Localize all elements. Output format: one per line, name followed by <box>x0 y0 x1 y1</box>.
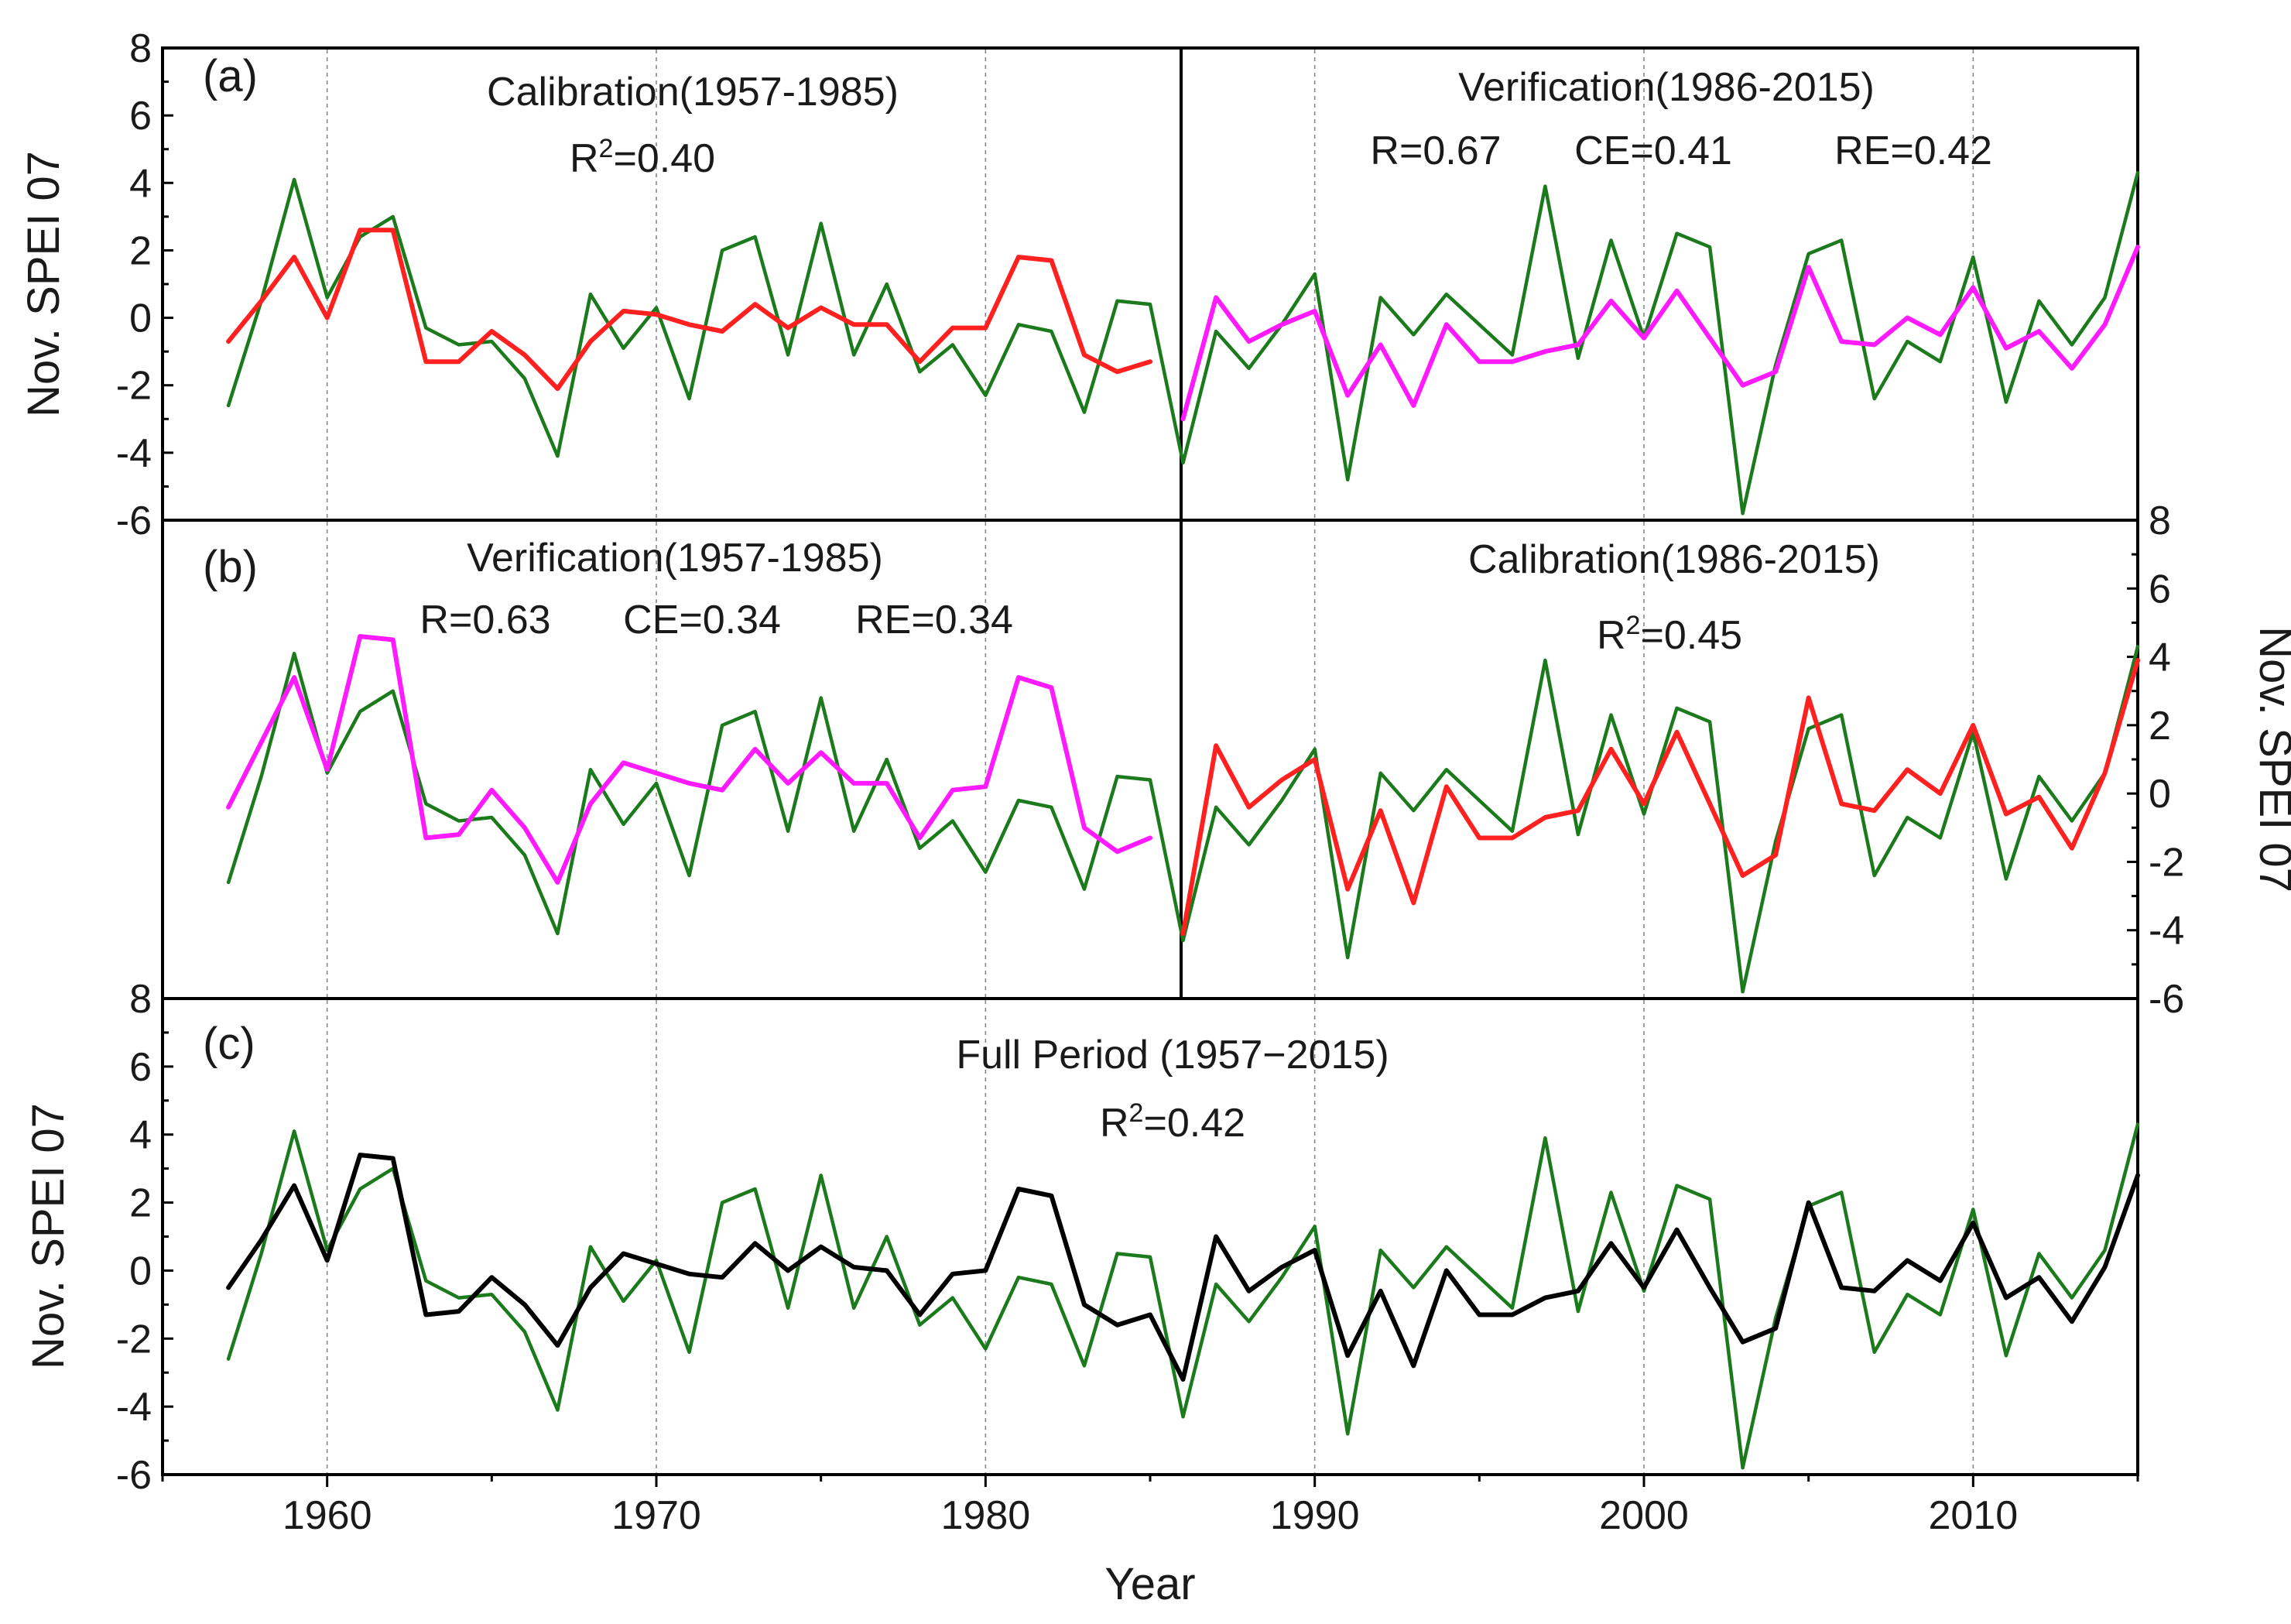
y-tick-label-a: -4 <box>116 431 152 476</box>
y-tick-label-b: -4 <box>2149 909 2184 954</box>
panel-b-calibration-title: Calibration(1986-2015) <box>1468 537 1880 582</box>
reconstruction-line-panel-b-0 <box>226 634 1152 885</box>
observed-line-panel-a <box>226 170 2140 516</box>
panel-c-r-squared: R2=0.42 <box>1100 1098 1245 1146</box>
panel-c-label: (c) <box>203 1019 255 1069</box>
y-tick-label-a: 4 <box>129 161 152 206</box>
x-tick-label-2010: 2010 <box>1928 1493 2018 1538</box>
panel-a-calibration-title: Calibration(1957-1985) <box>487 70 899 115</box>
x-tick-label-1970: 1970 <box>611 1493 701 1538</box>
y-tick-label-a: 8 <box>129 26 152 71</box>
panel-b-verification-title: Verification(1957-1985) <box>467 536 883 581</box>
x-tick-label-1960: 1960 <box>283 1493 372 1538</box>
y-tick-label-c: 8 <box>129 977 152 1022</box>
reconstruction-line-panel-b-1 <box>1180 658 2140 937</box>
observed-line-panel-c <box>226 1122 2140 1470</box>
panel-a-ce-value: CE=0.41 <box>1574 128 1732 173</box>
series-lines <box>226 170 2140 1470</box>
panel-c-full-period-title: Full Period (1957−2015) <box>956 1033 1389 1078</box>
panel-b-r-value: R=0.63 <box>420 598 550 642</box>
y-tick-label-a: -6 <box>116 499 152 543</box>
y-tick-label-a: -2 <box>116 364 152 409</box>
y-tick-label-c: 0 <box>129 1249 152 1293</box>
panel-a-r-value: R=0.67 <box>1370 128 1501 173</box>
y-tick-label-c: -6 <box>116 1453 152 1498</box>
panel-a-verification-title: Verification(1986-2015) <box>1458 65 1875 110</box>
y-tick-label-b: 4 <box>2149 636 2171 680</box>
panel-a-label: (a) <box>203 51 258 101</box>
y-tick-label-a: 0 <box>129 296 152 341</box>
y-tick-label-c: 4 <box>129 1113 152 1158</box>
x-tick-label-1990: 1990 <box>1270 1493 1360 1538</box>
y-tick-label-b: -2 <box>2149 840 2184 885</box>
x-gridlines <box>326 50 1974 1473</box>
reconstruction-line-panel-c-0 <box>226 1153 2140 1382</box>
reconstruction-line-panel-a-1 <box>1180 245 2140 422</box>
y-tick-label-b: 6 <box>2149 567 2171 612</box>
panel-b-r-squared: R2=0.45 <box>1597 611 1742 658</box>
panel-b-ce-value: CE=0.34 <box>623 598 781 642</box>
y-tick-label-c: -2 <box>116 1317 152 1362</box>
panel-b-label: (b) <box>203 542 258 592</box>
observed-line-panel-b <box>226 645 2140 994</box>
y-tick-label-c: 6 <box>129 1045 152 1090</box>
x-tick-label-1980: 1980 <box>940 1493 1030 1538</box>
y-tick-label-a: 2 <box>129 228 152 273</box>
y-tick-label-b: 0 <box>2149 772 2171 817</box>
y-tick-label-b: 8 <box>2149 499 2171 543</box>
y-tick-label-c: -4 <box>116 1385 152 1430</box>
y-tick-label-b: -6 <box>2149 977 2184 1022</box>
panel-b-re-value: RE=0.34 <box>855 598 1013 642</box>
axis-tick-marks <box>161 46 2139 1487</box>
x-tick-label-2000: 2000 <box>1599 1493 1689 1538</box>
panel-a-y-axis-title: Nov. SPEI 07 <box>19 151 69 417</box>
y-tick-label-b: 2 <box>2149 704 2171 749</box>
axis-tick-labels: -6 -4 -2 0 2 4 6 8 -6 -4 -2 0 2 4 6 8 -6 -4 -2 0 2 4 6 8 1960 197… <box>116 26 2185 1538</box>
y-tick-label-a: 6 <box>129 94 152 139</box>
x-axis-title: Year <box>1104 1559 1195 1609</box>
reconstruction-line-panel-a-0 <box>226 228 1152 392</box>
panel-b-y-axis-title: Nov. SPEI 07 <box>2250 626 2291 893</box>
panel-a-frame <box>161 46 2139 522</box>
panel-a-re-value: RE=0.42 <box>1834 128 1992 173</box>
y-tick-label-c: 2 <box>129 1181 152 1226</box>
panel-b-frame <box>161 519 2139 1000</box>
panel-c-y-axis-title: Nov. SPEI 07 <box>23 1103 74 1369</box>
panel-a-r-squared: R2=0.40 <box>570 134 715 181</box>
